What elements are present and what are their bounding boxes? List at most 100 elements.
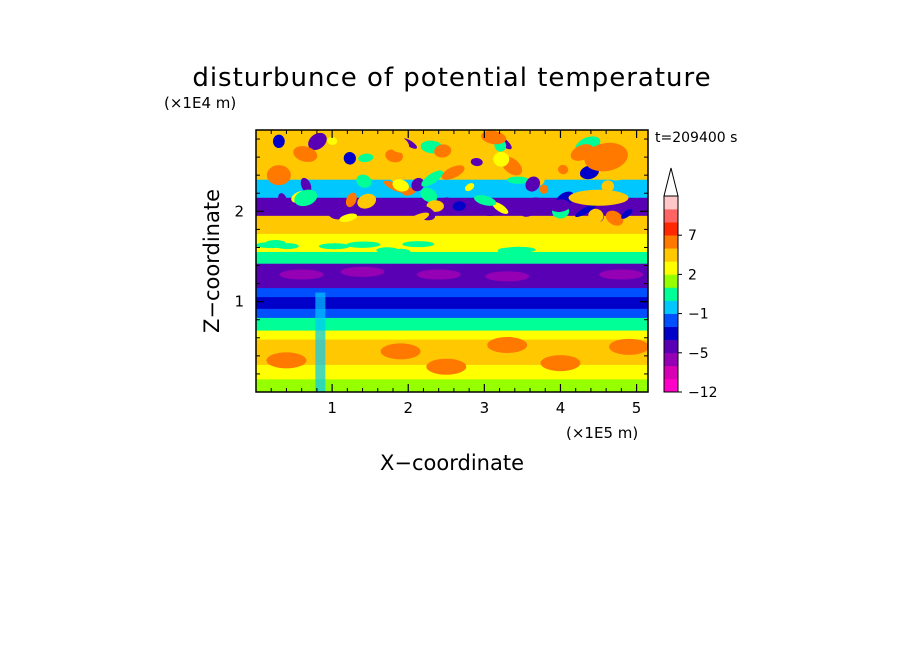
wave-cell [327, 136, 338, 145]
chart-title: disturbunce of potential temperature [192, 63, 711, 93]
plot-frame [255, 129, 649, 393]
x-tick-label: 4 [556, 399, 566, 417]
colorbar-swatch [664, 378, 678, 393]
wave-cell [519, 197, 542, 217]
wave-cell [464, 183, 475, 192]
colorbar-label: −12 [688, 385, 718, 401]
wave-cell [278, 193, 287, 205]
wave-cell [406, 212, 430, 225]
y-axis-label: Z−coordinate [200, 189, 224, 333]
green-cell [502, 246, 536, 253]
wave-cell [388, 136, 410, 153]
colorbar-extend-arrow [663, 167, 679, 197]
wave-cell [557, 164, 569, 175]
warm-patch-3 [487, 337, 528, 354]
contour-band-8 [256, 288, 648, 298]
wave-cell [421, 170, 444, 187]
x-axis: 1 2 3 4 5 [270, 130, 641, 417]
colorbar-swatch [664, 339, 678, 354]
cold-core-1 [416, 269, 461, 280]
cold-core-4 [279, 269, 324, 280]
wave-cell [294, 189, 318, 207]
wave-cell [356, 174, 372, 188]
contour-band-6 [256, 251, 648, 265]
time-label: t=209400 s [655, 130, 737, 146]
colorbar-swatch [664, 313, 678, 327]
wave-cell [389, 167, 402, 183]
contour-band-4 [256, 215, 648, 235]
green-cell [402, 241, 435, 248]
colorbar-label: −1 [688, 307, 709, 323]
colorbar-swatch [664, 352, 678, 367]
wave-cell [452, 201, 466, 211]
wave-cell [478, 207, 498, 216]
wave-cell [343, 152, 356, 165]
colorbar-label: 7 [688, 228, 697, 244]
colorbar-swatch [664, 287, 678, 301]
warm-patch-5 [608, 338, 648, 355]
y-tick-label: 2 [234, 202, 244, 220]
warm-patch-2 [540, 355, 581, 372]
cold-core-0 [340, 266, 385, 277]
wave-cell [588, 208, 604, 223]
wave-cell [434, 144, 452, 158]
wave-cell [357, 193, 377, 209]
colorbar-label: −5 [688, 346, 709, 362]
contour-band-12 [256, 330, 648, 341]
y-scale-label: (×1E4 m) [164, 94, 236, 112]
wave-cell [481, 130, 507, 145]
wave-cell [420, 187, 438, 203]
warm-patch-1 [380, 343, 421, 360]
contour-band-5 [256, 233, 648, 253]
colorbar-swatch [664, 274, 678, 288]
wave-cell [308, 132, 327, 151]
contour-band-10 [256, 308, 648, 319]
vertical-streak [315, 292, 326, 392]
colorbar: −12−5−127 [663, 167, 718, 401]
plot-area [256, 130, 648, 392]
yellow-upper-right [568, 189, 629, 206]
wave-cell [441, 165, 465, 180]
wave-cell [621, 208, 633, 219]
wave-cell [539, 184, 549, 194]
colorbar-swatch [664, 235, 678, 249]
contour-band-9 [256, 297, 648, 310]
green-cell [265, 240, 286, 247]
colorbar-swatch [664, 261, 678, 275]
wave-cell [293, 146, 318, 162]
colorbar-label: 2 [688, 267, 697, 283]
green-cell [347, 241, 381, 248]
colorbar-swatch [664, 300, 678, 314]
wave-cell [392, 179, 409, 192]
green-cell [376, 247, 399, 254]
contour-band-15 [256, 379, 648, 392]
x-axis-label: X−coordinate [380, 451, 524, 475]
cold-core-2 [485, 271, 530, 282]
contour-band-11 [256, 317, 648, 332]
colorbar-swatch [664, 209, 678, 223]
colorbar-swatch [664, 365, 678, 380]
colorbar-swatch [664, 222, 678, 236]
wave-cell [575, 203, 597, 217]
wave-cell [605, 210, 624, 226]
wave-cell [473, 195, 497, 206]
wave-cell [358, 153, 374, 163]
colorbar-swatch [664, 248, 678, 262]
warm-patch-4 [426, 358, 467, 375]
colorbar-swatch [664, 326, 678, 341]
warm-patch-0 [266, 352, 307, 369]
x-tick-label: 1 [327, 399, 337, 417]
wave-cell [601, 180, 615, 193]
green-cell [318, 243, 350, 250]
contour-features [256, 130, 648, 392]
warm-upper-left [266, 165, 291, 186]
x-tick-label: 2 [403, 399, 413, 417]
wave-cell [525, 176, 541, 192]
wave-cell [470, 157, 483, 167]
wave-cell [339, 213, 358, 223]
x-tick-label: 3 [480, 399, 490, 417]
wave-cell [493, 151, 510, 167]
wave-cell [300, 177, 312, 194]
wave-cell [411, 177, 425, 192]
wave-cell [492, 201, 509, 214]
